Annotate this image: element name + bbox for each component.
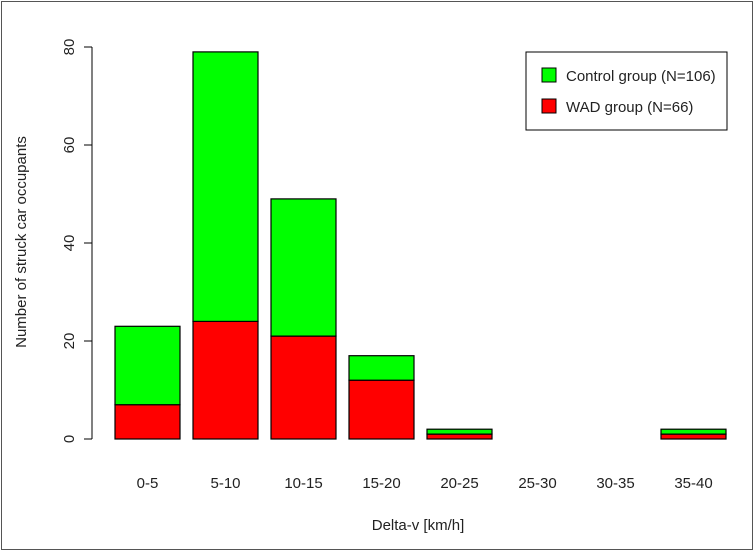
x-tick-label: 15-20 <box>362 475 400 492</box>
x-tick-label: 25-30 <box>518 475 556 492</box>
x-tick-label: 30-35 <box>596 475 634 492</box>
x-tick-labels: 0-5 5-10 10-15 15-20 20-25 25-30 30-35 35-40 <box>137 475 713 492</box>
y-tick-label: 60 <box>61 137 78 154</box>
bar-wad-5-10 <box>192 320 259 440</box>
x-tick-label: 35-40 <box>674 475 712 492</box>
bar-wad-0-5 <box>114 404 181 440</box>
y-axis-label: Number of struck car occupants <box>13 136 30 348</box>
legend-box <box>525 51 728 131</box>
bar-control-35-40 <box>660 428 727 435</box>
bar-control-5-10 <box>192 51 259 323</box>
legend-swatch-control <box>541 67 557 83</box>
y-axis: 0 20 40 60 80 <box>61 39 93 443</box>
y-tick-label: 20 <box>61 333 78 350</box>
bar-control-20-25 <box>426 428 493 435</box>
y-tick-label: 40 <box>61 235 78 252</box>
y-tick-label: 0 <box>61 435 78 443</box>
bar-control-0-5 <box>114 325 181 406</box>
x-tick-label: 5-10 <box>210 475 240 492</box>
legend-swatch-wad <box>541 98 557 114</box>
bar-wad-35-40 <box>660 433 727 440</box>
x-tick-label: 20-25 <box>440 475 478 492</box>
y-tick-label: 80 <box>61 39 78 56</box>
legend-label-control: Control group (N=106) <box>566 68 716 85</box>
legend-label-wad: WAD group (N=66) <box>566 99 693 116</box>
legend: Control group (N=106) WAD group (N=66) <box>525 51 728 131</box>
bars <box>114 51 727 440</box>
bar-control-10-15 <box>270 198 337 337</box>
bar-wad-15-20 <box>348 379 415 440</box>
bar-control-15-20 <box>348 355 415 381</box>
x-tick-label: 10-15 <box>284 475 322 492</box>
x-axis-label: Delta-v [km/h] <box>372 517 465 534</box>
bar-wad-20-25 <box>426 433 493 440</box>
x-tick-label: 0-5 <box>137 475 159 492</box>
bar-wad-10-15 <box>270 335 337 440</box>
